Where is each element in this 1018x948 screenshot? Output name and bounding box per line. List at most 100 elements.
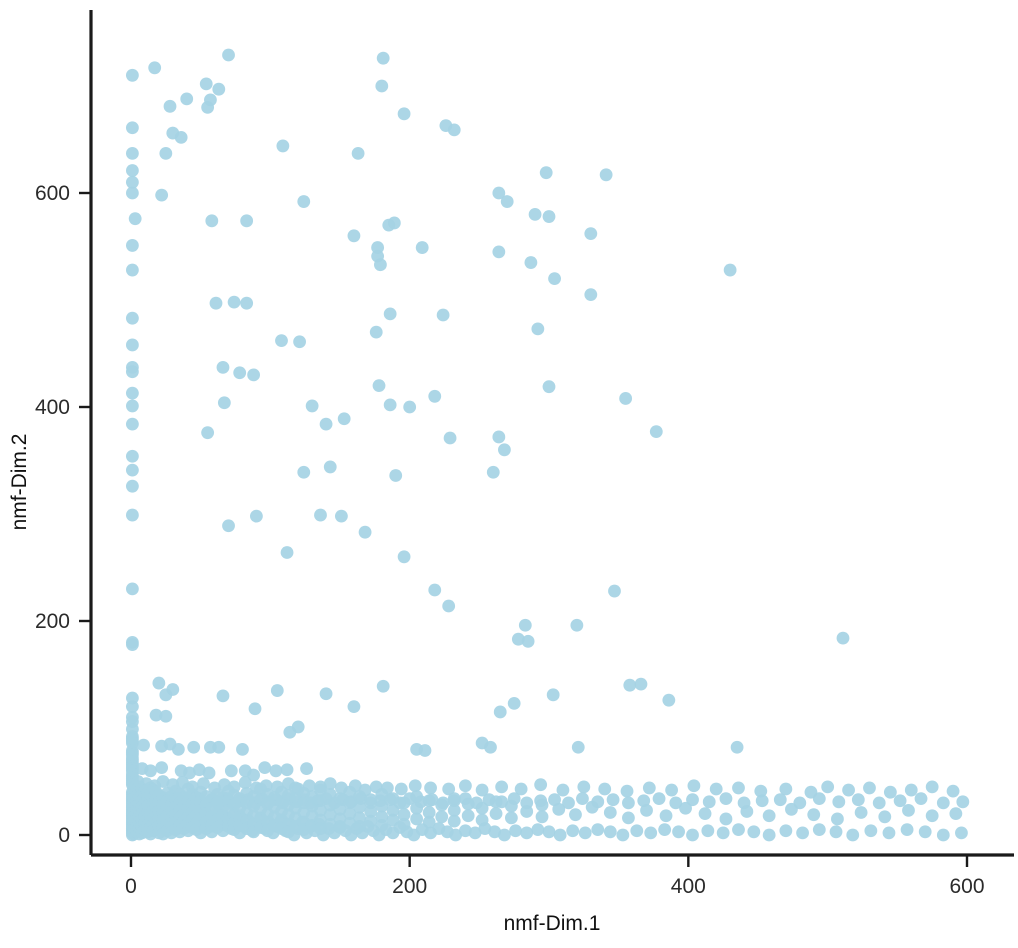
data-point	[534, 778, 548, 792]
data-point	[591, 823, 605, 837]
data-point	[925, 809, 939, 823]
data-point	[353, 820, 366, 833]
data-point	[644, 826, 658, 840]
data-point	[125, 508, 139, 522]
data-point	[125, 449, 139, 463]
data-point	[397, 107, 411, 121]
data-point	[125, 147, 139, 160]
data-point	[851, 793, 865, 807]
data-point	[422, 815, 436, 829]
data-point	[904, 783, 918, 797]
data-point	[159, 688, 173, 702]
data-point	[584, 227, 598, 241]
data-point	[507, 696, 521, 710]
data-point	[603, 806, 617, 819]
data-point	[584, 288, 598, 302]
data-point	[489, 807, 503, 820]
data-point	[520, 805, 534, 818]
data-point	[152, 676, 166, 690]
data-point	[956, 795, 970, 809]
data-point	[270, 684, 284, 697]
data-point	[546, 688, 560, 702]
data-point	[343, 807, 357, 820]
data-point	[807, 808, 821, 822]
data-point	[159, 147, 173, 160]
data-point	[836, 631, 850, 645]
data-point	[343, 785, 357, 799]
data-point	[872, 796, 886, 810]
data-point	[518, 618, 532, 632]
data-point	[276, 139, 290, 153]
data-point	[125, 700, 139, 713]
data-point	[498, 443, 511, 457]
data-point	[314, 803, 327, 817]
data-point	[125, 186, 139, 200]
data-point	[280, 763, 294, 777]
data-point	[500, 195, 514, 208]
data-point	[719, 812, 733, 826]
data-point	[585, 800, 599, 814]
data-point	[642, 781, 656, 795]
x-tick-label: 600	[949, 875, 984, 898]
data-point	[394, 782, 408, 796]
data-point	[832, 795, 846, 809]
data-point	[716, 826, 730, 840]
data-point	[556, 783, 570, 797]
data-point	[796, 826, 809, 840]
data-point	[640, 803, 653, 817]
data-point	[553, 828, 567, 842]
data-point	[383, 307, 397, 321]
data-point	[449, 828, 463, 842]
data-point	[514, 782, 528, 796]
data-point	[475, 783, 489, 797]
data-point	[155, 188, 169, 202]
data-point	[415, 241, 429, 254]
y-axis-ticks: 0 200 400 600	[35, 182, 91, 847]
data-point	[576, 792, 589, 806]
data-point	[364, 793, 378, 807]
data-point	[779, 782, 793, 796]
data-point	[447, 123, 461, 137]
data-point	[314, 783, 327, 797]
data-point	[842, 783, 855, 797]
data-point	[846, 828, 860, 842]
data-point	[447, 803, 461, 817]
data-point	[323, 460, 337, 474]
data-point	[623, 678, 637, 692]
data-point	[955, 826, 968, 840]
data-point	[269, 764, 283, 778]
data-point	[484, 740, 497, 754]
data-point	[864, 824, 878, 838]
data-point	[216, 361, 230, 374]
data-point	[459, 779, 472, 793]
data-point	[548, 793, 561, 807]
data-point	[902, 803, 915, 817]
data-point	[314, 508, 327, 522]
y-tick-label: 400	[35, 396, 70, 419]
data-point	[247, 368, 261, 382]
data-point	[524, 256, 538, 269]
data-point	[250, 509, 263, 523]
data-point	[630, 824, 644, 838]
data-point	[374, 258, 387, 272]
data-point	[659, 809, 673, 823]
data-point	[701, 824, 715, 838]
data-point	[305, 399, 319, 413]
data-point	[323, 787, 337, 801]
data-point	[571, 740, 585, 754]
data-point	[447, 814, 461, 828]
data-point	[323, 808, 337, 822]
data-point	[397, 550, 411, 564]
data-point	[443, 431, 457, 445]
y-tick-label: 200	[35, 610, 70, 633]
data-point	[283, 725, 297, 739]
data-point	[125, 68, 139, 82]
data-point	[686, 793, 699, 807]
data-point	[383, 398, 397, 412]
data-point	[672, 825, 685, 839]
data-point	[949, 807, 963, 820]
data-point	[719, 792, 733, 806]
data-point	[125, 239, 139, 252]
data-point	[637, 794, 651, 808]
data-point	[878, 810, 892, 824]
